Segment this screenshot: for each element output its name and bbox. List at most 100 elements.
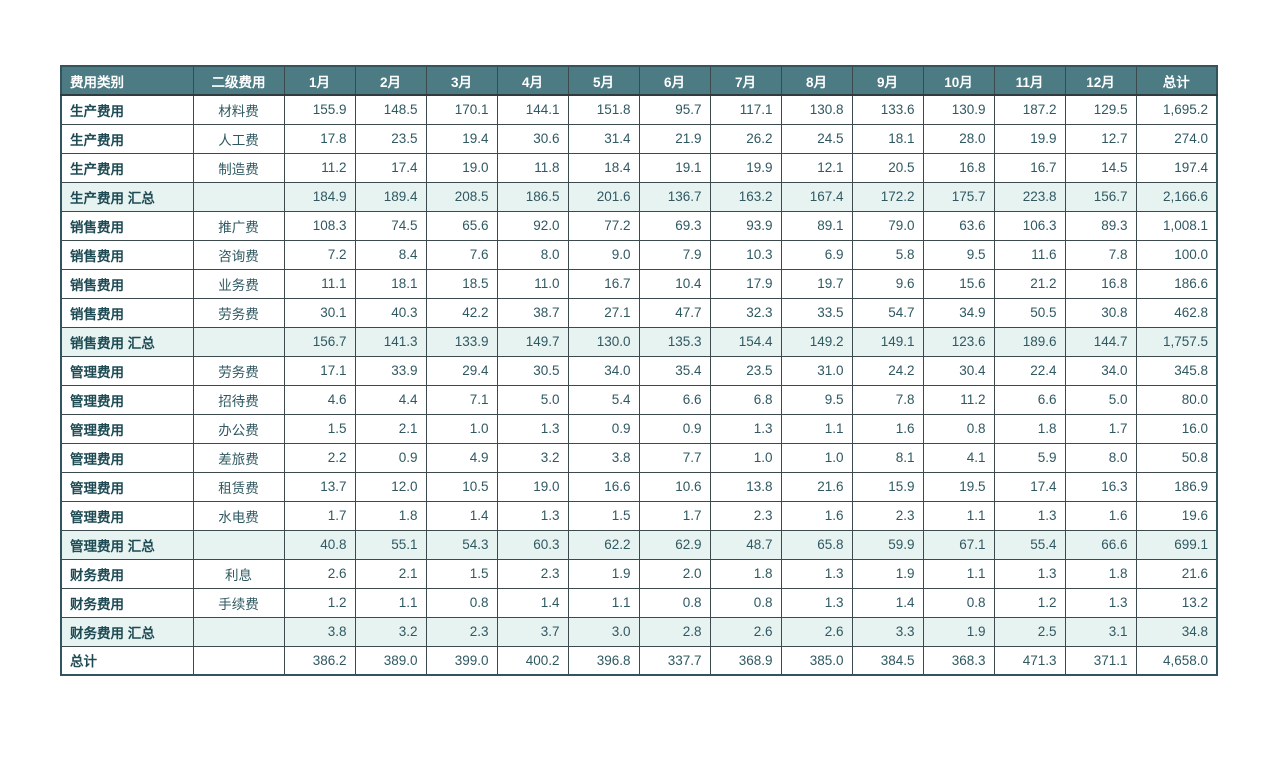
- month-value-cell: 1.3: [993, 500, 1066, 531]
- month-value-cell: 0.8: [425, 587, 498, 618]
- month-value-cell: 1.1: [780, 413, 853, 444]
- column-header-month: 9月: [851, 65, 924, 96]
- header-row: 费用类别 二级费用 1月 2月 3月 4月 5月 6月 7月 8月 9月 10月 11月 12月 总计: [60, 65, 1218, 96]
- month-value-cell: 386.2: [283, 645, 356, 676]
- total-value-cell: 186.9: [1135, 471, 1218, 502]
- month-value-cell: 6.6: [638, 384, 711, 415]
- month-value-cell: 123.6: [922, 326, 995, 357]
- month-value-cell: 1.1: [922, 558, 995, 589]
- column-header-month: 11月: [993, 65, 1066, 96]
- month-value-cell: 1.1: [922, 500, 995, 531]
- month-value-cell: 17.9: [709, 268, 782, 299]
- table-row: 生产费用 材料费 155.9 148.5 170.1 144.1 151.8 95.7 117.…: [60, 94, 1218, 125]
- month-value-cell: 5.8: [851, 239, 924, 270]
- month-value-cell: 92.0: [496, 210, 569, 241]
- table-row: 财务费用 手续费 1.2 1.1 0.8 1.4 1.1 0.8 0.8 1.3 1.4 0.8 1.2…: [60, 587, 1218, 618]
- month-value-cell: 38.7: [496, 297, 569, 328]
- month-value-cell: 31.0: [780, 355, 853, 386]
- month-value-cell: 7.8: [851, 384, 924, 415]
- month-value-cell: 2.6: [780, 616, 853, 647]
- month-value-cell: 32.3: [709, 297, 782, 328]
- month-value-cell: 4.4: [354, 384, 427, 415]
- total-value-cell: 13.2: [1135, 587, 1218, 618]
- month-value-cell: 9.0: [567, 239, 640, 270]
- month-value-cell: 2.0: [638, 558, 711, 589]
- month-value-cell: 24.5: [780, 123, 853, 154]
- month-value-cell: 1.7: [283, 500, 356, 531]
- month-value-cell: 8.4: [354, 239, 427, 270]
- month-value-cell: 117.1: [709, 94, 782, 125]
- category-cell: 总计: [60, 645, 194, 676]
- month-value-cell: 65.8: [780, 529, 853, 560]
- month-value-cell: 6.9: [780, 239, 853, 270]
- month-value-cell: 19.9: [993, 123, 1066, 154]
- month-value-cell: 7.9: [638, 239, 711, 270]
- month-value-cell: 22.4: [993, 355, 1066, 386]
- month-value-cell: 3.2: [496, 442, 569, 473]
- month-value-cell: 7.7: [638, 442, 711, 473]
- category-cell: 销售费用: [60, 239, 194, 270]
- sub-expense-cell: 推广费: [192, 210, 285, 241]
- month-value-cell: 2.5: [993, 616, 1066, 647]
- month-value-cell: 2.3: [851, 500, 924, 531]
- month-value-cell: 130.8: [780, 94, 853, 125]
- sub-expense-cell: 差旅费: [192, 442, 285, 473]
- month-value-cell: 27.1: [567, 297, 640, 328]
- month-value-cell: 2.6: [709, 616, 782, 647]
- month-value-cell: 1.0: [425, 413, 498, 444]
- column-header-month: 7月: [709, 65, 782, 96]
- subtotal-row: 生产费用 汇总 184.9 189.4 208.5 186.5 201.6 136.7 163…: [60, 181, 1218, 212]
- column-header-month: 1月: [283, 65, 356, 96]
- month-value-cell: 5.9: [993, 442, 1066, 473]
- month-value-cell: 371.1: [1064, 645, 1137, 676]
- month-value-cell: 24.2: [851, 355, 924, 386]
- category-cell: 管理费用: [60, 413, 194, 444]
- month-value-cell: 17.8: [283, 123, 356, 154]
- table-row: 销售费用 劳务费 30.1 40.3 42.2 38.7 27.1 47.7 32.3 33.5 5…: [60, 297, 1218, 328]
- month-value-cell: 7.8: [1064, 239, 1137, 270]
- month-value-cell: 8.0: [1064, 442, 1137, 473]
- month-value-cell: 30.5: [496, 355, 569, 386]
- month-value-cell: 7.2: [283, 239, 356, 270]
- column-header-month: 2月: [354, 65, 427, 96]
- month-value-cell: 471.3: [993, 645, 1066, 676]
- month-value-cell: 1.3: [709, 413, 782, 444]
- month-value-cell: 5.4: [567, 384, 640, 415]
- month-value-cell: 156.7: [283, 326, 356, 357]
- month-value-cell: 1.7: [1064, 413, 1137, 444]
- month-value-cell: 201.6: [567, 181, 640, 212]
- month-value-cell: 13.8: [709, 471, 782, 502]
- month-value-cell: 21.2: [993, 268, 1066, 299]
- month-value-cell: 16.3: [1064, 471, 1137, 502]
- month-value-cell: 1.9: [567, 558, 640, 589]
- expense-summary-table-container: 费用类别 二级费用 1月 2月 3月 4月 5月 6月 7月 8月 9月 10月 11月 12月 总计 生产…: [60, 65, 1218, 676]
- month-value-cell: 77.2: [567, 210, 640, 241]
- month-value-cell: 19.0: [496, 471, 569, 502]
- month-value-cell: 23.5: [709, 355, 782, 386]
- total-value-cell: 50.8: [1135, 442, 1218, 473]
- month-value-cell: 4.9: [425, 442, 498, 473]
- month-value-cell: 19.0: [425, 152, 498, 183]
- month-value-cell: 0.8: [922, 413, 995, 444]
- month-value-cell: 47.7: [638, 297, 711, 328]
- month-value-cell: 400.2: [496, 645, 569, 676]
- month-value-cell: 40.3: [354, 297, 427, 328]
- column-header-month: 6月: [638, 65, 711, 96]
- month-value-cell: 135.3: [638, 326, 711, 357]
- month-value-cell: 1.6: [851, 413, 924, 444]
- month-value-cell: 187.2: [993, 94, 1066, 125]
- category-cell: 财务费用: [60, 558, 194, 589]
- category-cell: 财务费用: [60, 587, 194, 618]
- month-value-cell: 40.8: [283, 529, 356, 560]
- sub-expense-cell: 制造费: [192, 152, 285, 183]
- month-value-cell: 12.7: [1064, 123, 1137, 154]
- month-value-cell: 389.0: [354, 645, 427, 676]
- category-cell: 管理费用: [60, 442, 194, 473]
- total-value-cell: 197.4: [1135, 152, 1218, 183]
- month-value-cell: 62.9: [638, 529, 711, 560]
- month-value-cell: 106.3: [993, 210, 1066, 241]
- month-value-cell: 5.0: [1064, 384, 1137, 415]
- category-cell: 生产费用: [60, 152, 194, 183]
- month-value-cell: 74.5: [354, 210, 427, 241]
- month-value-cell: 59.9: [851, 529, 924, 560]
